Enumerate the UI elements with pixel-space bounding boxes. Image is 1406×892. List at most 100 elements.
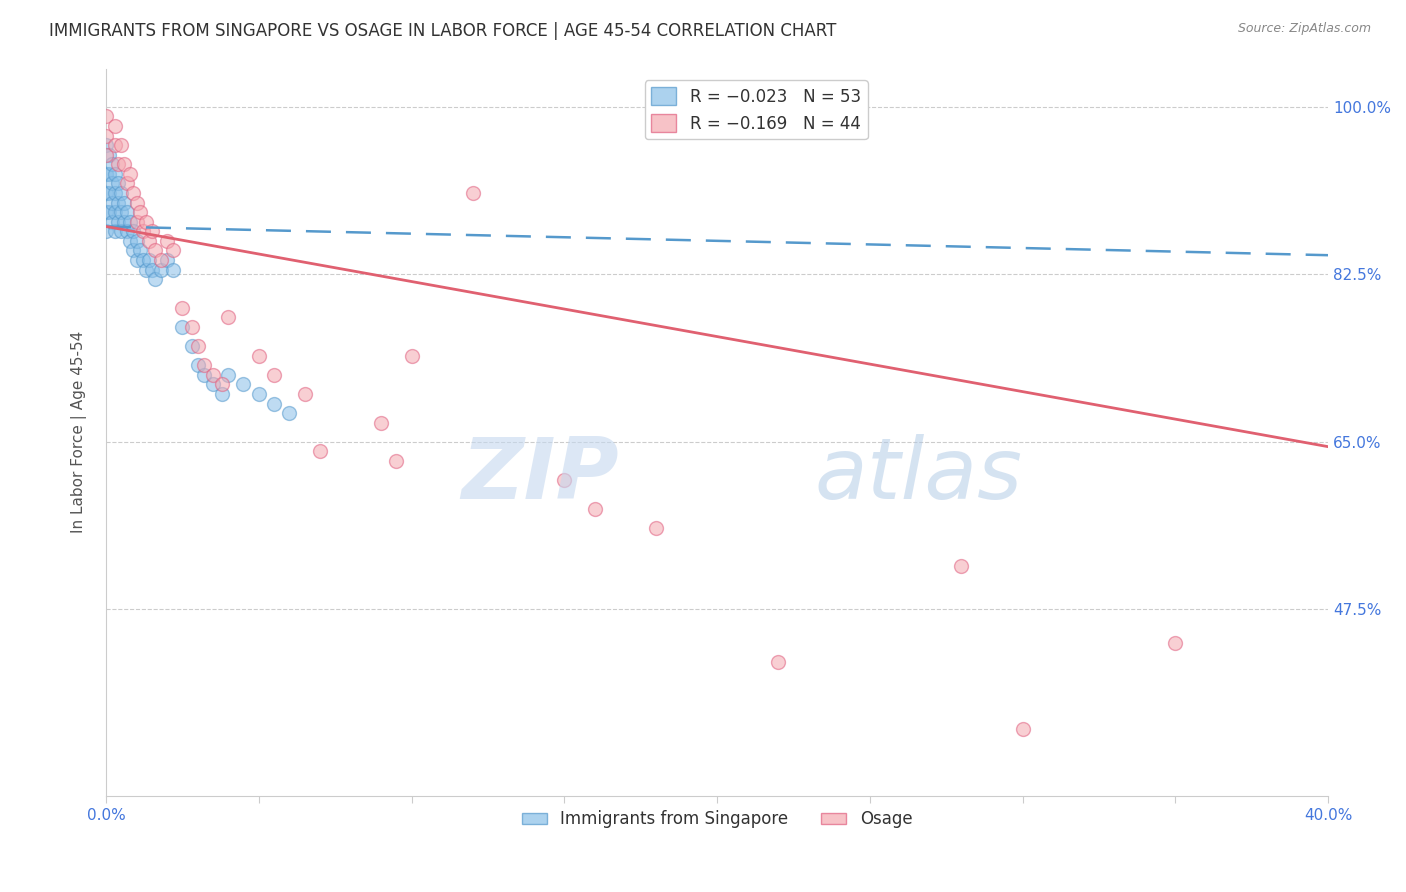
Point (217, 310, 239, 325)
Point (107, 157, 129, 171)
Point (263, 396, 285, 410)
Point (461, 186, 484, 200)
Point (122, 224, 145, 238)
Text: ZIP: ZIP (461, 434, 619, 517)
Text: IMMIGRANTS FROM SINGAPORE VS OSAGE IN LABOR FORCE | AGE 45-54 CORRELATION CHART: IMMIGRANTS FROM SINGAPORE VS OSAGE IN LA… (49, 22, 837, 40)
Point (193, 368, 215, 382)
Point (101, 195, 124, 210)
Point (278, 406, 301, 420)
Point (141, 262, 163, 277)
Point (156, 234, 179, 248)
Point (294, 387, 316, 401)
Point (112, 215, 135, 229)
Point (120, 215, 142, 229)
Point (122, 244, 145, 258)
Point (156, 252, 179, 267)
Point (104, 119, 127, 133)
Point (149, 262, 172, 277)
Point (128, 205, 150, 219)
Point (162, 244, 184, 258)
Point (110, 138, 132, 153)
Point (107, 195, 129, 210)
Point (98, 186, 121, 200)
Point (120, 167, 142, 181)
Point (128, 244, 150, 258)
Point (94, 205, 117, 219)
Point (187, 339, 209, 353)
Point (107, 177, 129, 191)
Point (131, 252, 153, 267)
Point (162, 262, 184, 277)
Point (94, 109, 117, 123)
Point (187, 359, 209, 373)
Point (217, 368, 239, 382)
Point (135, 262, 157, 277)
Point (1164, 636, 1187, 650)
Point (98, 205, 121, 219)
Point (125, 195, 148, 210)
Point (193, 359, 215, 373)
Point (370, 416, 392, 430)
Point (94, 138, 117, 153)
Point (172, 301, 194, 315)
Point (104, 167, 127, 181)
Point (125, 252, 148, 267)
Point (143, 244, 166, 258)
Point (101, 177, 124, 191)
Point (98, 167, 121, 181)
Point (117, 205, 139, 219)
Point (149, 252, 172, 267)
Point (110, 224, 132, 238)
Point (172, 320, 194, 334)
Point (94, 224, 117, 238)
Point (112, 195, 135, 210)
Point (583, 502, 606, 516)
Point (645, 521, 668, 535)
Point (104, 138, 127, 153)
Point (553, 473, 575, 487)
Point (120, 234, 142, 248)
Point (101, 157, 124, 171)
Point (135, 215, 157, 229)
Point (107, 215, 129, 229)
Point (94, 186, 117, 200)
Point (211, 387, 233, 401)
Y-axis label: In Labor Force | Age 45-54: In Labor Force | Age 45-54 (72, 331, 87, 533)
Point (211, 377, 233, 392)
Point (232, 377, 254, 392)
Point (138, 234, 160, 248)
Point (117, 177, 139, 191)
Point (101, 215, 124, 229)
Point (110, 186, 132, 200)
Point (117, 224, 139, 238)
Point (263, 368, 285, 382)
Point (309, 444, 332, 458)
Point (180, 320, 202, 334)
Point (94, 128, 117, 143)
Point (138, 252, 160, 267)
Point (94, 167, 117, 181)
Point (950, 559, 973, 574)
Point (201, 377, 224, 392)
Point (94, 147, 117, 161)
Point (104, 224, 127, 238)
Point (131, 224, 153, 238)
Point (122, 186, 145, 200)
Point (401, 349, 423, 363)
Point (98, 147, 121, 161)
Point (1011, 722, 1033, 736)
Point (766, 655, 789, 669)
Point (104, 205, 127, 219)
Point (112, 157, 135, 171)
Point (110, 205, 132, 219)
Point (201, 368, 224, 382)
Point (143, 272, 166, 286)
Legend: Immigrants from Singapore, Osage: Immigrants from Singapore, Osage (515, 804, 920, 835)
Point (125, 234, 148, 248)
Point (247, 349, 270, 363)
Point (125, 215, 148, 229)
Point (385, 454, 408, 468)
Point (247, 387, 270, 401)
Point (180, 339, 202, 353)
Point (104, 186, 127, 200)
